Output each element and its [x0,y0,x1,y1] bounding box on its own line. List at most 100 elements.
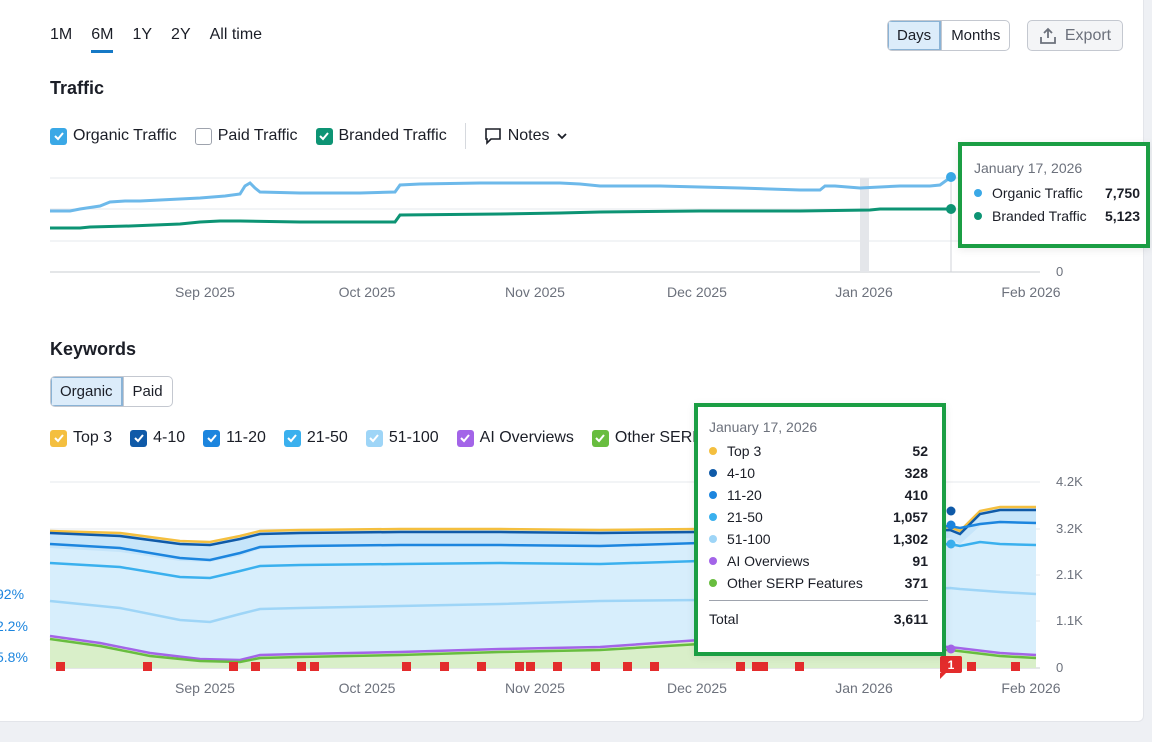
note-flag[interactable] [736,662,745,671]
tooltip-label: 4-10 [727,465,756,481]
traffic-chart: 0 Sep 2025 Oct 2025 Nov 2025 Dec 2025 Ja… [50,172,1063,300]
tooltip-value: 410 [904,487,928,503]
note-flag[interactable] [795,662,804,671]
x-tick: Nov 2025 [505,284,565,300]
tooltip-label: 21-50 [727,509,763,525]
x-tick: Dec 2025 [667,680,727,696]
branded-traffic-line [50,207,951,230]
tooltip-date: January 17, 2026 [974,160,1083,176]
note-flag[interactable] [402,662,411,671]
tooltip-date: January 17, 2026 [709,419,818,435]
notes-dropdown[interactable]: Notes [484,127,568,145]
legend-top-3[interactable]: Top 3 [50,429,112,447]
export-button[interactable]: Export [1027,20,1123,51]
legend-label: 51-100 [388,429,439,446]
traffic-legend: Organic Traffic Paid Traffic Branded Tra… [50,123,586,149]
x-tick: Jan 2026 [835,680,893,696]
series-dot [974,212,982,220]
note-badge[interactable] [940,656,962,673]
x-tick: Sep 2025 [175,680,235,696]
note-flags [56,662,1020,671]
tooltip-row: Other SERP Features 371 [709,575,928,591]
note-badge-count: 1 [948,658,955,672]
traffic-title: Traffic [50,78,105,98]
period-tab-6m[interactable]: 6M [91,22,114,53]
legend-21-50[interactable]: 21-50 [283,429,348,447]
y-tick: 0 [1056,660,1063,675]
legend-label: 4-10 [153,429,186,446]
tooltip-total-row: Total 3,611 [709,611,928,627]
granularity-toggle: Days Months [887,20,1011,51]
note-flag[interactable] [526,662,535,671]
paid-tab[interactable]: Paid [122,377,172,406]
note-flag[interactable] [251,662,260,671]
legend-4-10[interactable]: 4-10 [130,429,185,447]
legend-11-20[interactable]: 11-20 [203,429,266,447]
note-flag[interactable] [440,662,449,671]
note-flag[interactable] [229,662,238,671]
months-button[interactable]: Months [941,21,1009,50]
y-tick: 4.2K [1056,474,1083,489]
organic-tab[interactable]: Organic [51,377,123,406]
period-tab-1m[interactable]: 1M [50,26,73,43]
area-21-50-band [50,508,1036,562]
line-4-10 [49,508,1036,547]
note-flag[interactable] [1011,662,1020,671]
legend-paid-traffic[interactable]: Paid Traffic [194,127,298,145]
checkbox-checked-icon [130,429,148,447]
line-21-50 [49,540,1037,580]
checkbox-checked-icon [50,127,67,145]
note-flag[interactable] [759,662,768,671]
checkbox-checked-icon [203,429,221,447]
x-tick: Feb 2026 [1001,680,1060,696]
period-tab-1y[interactable]: 1Y [132,26,153,43]
tooltip-value: 91 [912,553,928,569]
tooltip-row: AI Overviews 91 [709,553,928,569]
tooltip-label: Other SERP Features [727,575,863,591]
note-flag[interactable] [752,662,761,671]
y-tick: 1.1K [1056,613,1083,628]
x-tick: Feb 2026 [1001,284,1060,300]
point-ai-overviews [946,644,956,654]
note-flag[interactable] [967,662,976,671]
note-flag[interactable] [591,662,600,671]
x-tick: Jan 2026 [835,284,893,300]
note-flag[interactable] [515,662,524,671]
tooltip-value: 1,302 [892,531,928,547]
checkbox-checked-icon [365,429,383,447]
legend-organic-traffic[interactable]: Organic Traffic [50,127,177,145]
tooltip-row: 4-10 328 [709,465,928,481]
legend-51-100[interactable]: 51-100 [365,429,439,447]
note-flag[interactable] [477,662,486,671]
checkbox-checked-icon [315,127,333,145]
note-flag[interactable] [297,662,306,671]
tooltip-row: Organic Traffic 7,750 [974,185,1140,201]
note-flag[interactable] [650,662,659,671]
legend-other-serp[interactable]: Other SERP [591,429,696,447]
tooltip-value: 52 [912,443,928,459]
tooltip-value: 5,123 [1104,208,1140,224]
tooltip-value: 371 [904,575,928,591]
tooltip-total-value: 3,611 [893,611,928,627]
left-axis-label: 92% [0,586,24,602]
note-flag[interactable] [623,662,632,671]
note-flag[interactable] [56,662,65,671]
legend-ai-overviews[interactable]: AI Overviews [456,429,574,447]
tooltip-row: 11-20 410 [709,487,928,503]
legend-branded-traffic[interactable]: Branded Traffic [315,127,447,145]
period-tab-2y[interactable]: 2Y [171,26,191,43]
legend-label: 11-20 [226,429,266,446]
checkbox-checked-icon [283,429,301,447]
keywords-tooltip: January 17, 2026 Top 3 52 4-10 328 11-20 41… [694,403,946,656]
tooltip-row: 51-100 1,302 [709,531,928,547]
note-flag[interactable] [553,662,562,671]
days-button[interactable]: Days [888,21,942,50]
tooltip-label: AI Overviews [727,553,810,569]
tooltip-label: Top 3 [727,443,762,459]
note-flag[interactable] [310,662,319,671]
period-tab-all-time[interactable]: All time [209,26,263,43]
series-dot [709,469,717,477]
tooltip-label: Branded Traffic [992,208,1087,224]
note-flag[interactable] [143,662,152,671]
chart-card: 1M 6M 1Y 2Y All time Days Months Export … [0,0,1150,722]
